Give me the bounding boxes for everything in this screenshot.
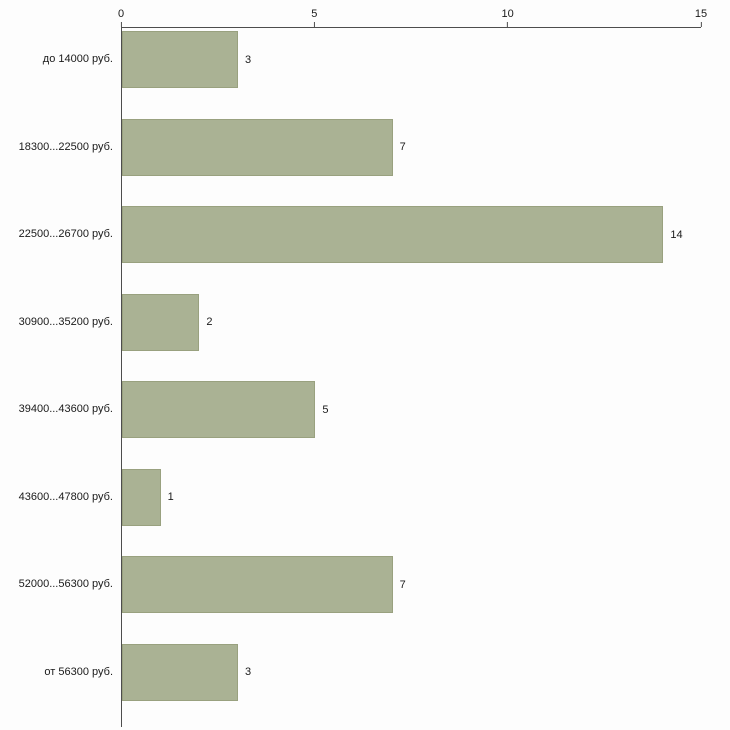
x-axis-tick-mark <box>507 22 509 27</box>
bar-track: 3 <box>122 31 730 88</box>
bar <box>122 556 393 613</box>
y-axis-line <box>121 27 122 727</box>
bar-track: 14 <box>122 206 730 263</box>
chart-row: до 14000 руб. 3 <box>0 27 730 115</box>
chart-row: от 56300 руб. 3 <box>0 640 730 728</box>
chart-row: 52000...56300 руб. 7 <box>0 552 730 640</box>
bar-track: 1 <box>122 468 730 526</box>
bar-track: 5 <box>122 381 730 438</box>
value-label: 14 <box>670 228 683 241</box>
bar <box>122 293 200 351</box>
x-axis-tick-mark <box>120 22 122 27</box>
chart-row: 22500...26700 руб. 14 <box>0 202 730 290</box>
x-axis-tick-label: 15 <box>694 8 708 20</box>
bar-track: 7 <box>122 118 730 176</box>
chart-row: 43600...47800 руб. 1 <box>0 465 730 553</box>
bar <box>122 118 393 176</box>
value-label: 5 <box>322 403 329 416</box>
chart-row: 30900...35200 руб. 2 <box>0 290 730 378</box>
x-axis-tick: 15 <box>695 8 707 27</box>
bar-track: 3 <box>122 643 730 701</box>
x-axis-line <box>121 27 701 28</box>
value-label: 2 <box>206 316 213 328</box>
x-axis-tick-label: 0 <box>117 8 125 20</box>
chart-row: 39400...43600 руб. 5 <box>0 377 730 465</box>
bar-rows: до 14000 руб. 3 18300...22500 руб. 7 22500..… <box>0 27 730 727</box>
x-axis-tick-label: 5 <box>311 8 318 20</box>
category-label: до 14000 руб. <box>42 53 113 65</box>
category-label: от 56300 руб. <box>44 665 113 678</box>
value-label: 3 <box>245 53 252 66</box>
bar <box>122 206 664 263</box>
x-axis-ticks: 0 5 10 15 <box>118 0 707 27</box>
category-label: 22500...26700 руб. <box>18 228 113 240</box>
bar <box>122 468 161 526</box>
bar <box>122 381 316 438</box>
bar <box>122 643 238 701</box>
bar-track: 7 <box>122 556 730 613</box>
x-axis-tick: 10 <box>502 8 514 27</box>
bar <box>122 31 238 88</box>
chart-row: 18300...22500 руб. 7 <box>0 115 730 203</box>
x-axis-tick-label: 10 <box>501 8 514 20</box>
category-label: 30900...35200 руб. <box>18 315 113 328</box>
value-label: 3 <box>245 666 252 678</box>
x-axis-tick-mark <box>700 22 702 27</box>
value-label: 1 <box>167 491 174 503</box>
x-axis-tick-mark <box>313 22 315 27</box>
value-label: 7 <box>399 578 406 591</box>
category-label: 52000...56300 руб. <box>18 578 113 590</box>
category-label: 39400...43600 руб. <box>18 403 113 415</box>
bar-track: 2 <box>122 293 730 351</box>
x-axis-tick: 5 <box>311 8 317 27</box>
value-label: 7 <box>399 141 406 153</box>
x-axis-tick: 0 <box>118 8 124 27</box>
category-label: 43600...47800 руб. <box>18 490 113 503</box>
category-label: 18300...22500 руб. <box>18 140 113 153</box>
